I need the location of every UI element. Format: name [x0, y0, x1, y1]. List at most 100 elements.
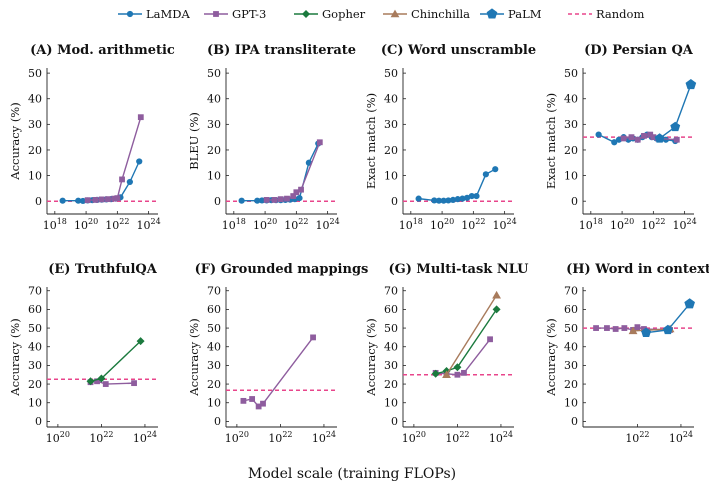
series-gpt-3	[263, 139, 323, 203]
series-gpt-3	[432, 336, 493, 378]
legend-item-gopher: Gopher	[294, 7, 366, 21]
data-point	[650, 134, 657, 141]
y-tick-label: 0	[391, 195, 398, 208]
data-point	[119, 176, 125, 183]
data-point	[634, 324, 641, 331]
data-point	[310, 334, 316, 341]
data-point	[662, 324, 673, 335]
y-tick-label: 40	[564, 341, 578, 354]
x-tick-label: 1022	[268, 430, 292, 445]
x-tick-label: 1024	[133, 430, 157, 445]
data-point	[453, 363, 462, 372]
series-palm	[654, 79, 697, 143]
y-tick-label: 60	[28, 303, 42, 316]
y-tick-label: 10	[207, 169, 221, 182]
x-tick-label: 1024	[669, 430, 693, 445]
data-point	[435, 197, 443, 204]
legend-label: Gopher	[322, 7, 366, 21]
series-lamda	[238, 140, 322, 204]
y-tick-label: 20	[207, 378, 221, 391]
data-point	[126, 178, 133, 186]
legend-item-lamda: LaMDA	[118, 7, 190, 21]
data-point	[440, 197, 447, 204]
data-point	[454, 196, 461, 203]
series-chinchilla	[442, 290, 501, 379]
x-tick-label: 1022	[105, 217, 129, 232]
data-point	[431, 197, 438, 204]
data-point	[492, 305, 501, 314]
panel-h: (H) Word in context 0 10 20 30 40 50 60 70 1022 10…	[544, 262, 709, 445]
y-tick-label: 60	[384, 303, 398, 316]
legend-item-chinchilla: Chinchilla	[383, 7, 470, 21]
panel-title: (F) Grounded mappings	[195, 262, 369, 277]
y-tick-label: 10	[564, 397, 578, 410]
panel-title: (G) Multi-task NLU	[389, 262, 530, 277]
data-point	[293, 189, 300, 196]
y-tick-label: 50	[28, 67, 42, 80]
x-tick-label: 1022	[641, 217, 665, 232]
data-point	[290, 193, 297, 199]
y-axis-label: Accuracy (%)	[364, 318, 378, 396]
y-tick-label: 50	[207, 67, 221, 80]
data-point	[59, 197, 66, 204]
y-tick-label: 50	[207, 322, 221, 335]
y-tick-label: 0	[214, 415, 221, 428]
x-tick-label: 1018	[43, 217, 67, 232]
legend-marker	[390, 9, 400, 18]
y-tick-label: 50	[384, 322, 398, 335]
series-gopher	[86, 337, 145, 386]
legend-label: Random	[596, 7, 644, 21]
data-point	[114, 195, 121, 202]
x-tick-label: 1020	[253, 217, 277, 232]
data-point	[595, 131, 602, 138]
data-point	[654, 133, 665, 143]
y-tick-label: 0	[214, 195, 221, 208]
y-tick-label: 0	[35, 195, 42, 208]
legend-item-gpt-3: GPT-3	[204, 7, 266, 21]
data-point	[445, 197, 452, 204]
data-point	[284, 195, 290, 202]
data-point	[316, 139, 323, 146]
legend-label: PaLM	[508, 7, 542, 21]
x-tick-label: 1020	[225, 430, 249, 445]
legend: LaMDA GPT-3 Gopher Chinchilla PaLM Random	[118, 7, 644, 21]
data-point	[670, 121, 681, 132]
y-tick-label: 50	[384, 67, 398, 80]
panel-title: (D) Persian QA	[584, 43, 694, 58]
y-tick-label: 50	[564, 67, 578, 80]
x-tick-label: 1020	[402, 430, 426, 445]
y-tick-label: 20	[564, 144, 578, 157]
y-axis-label: Accuracy (%)	[8, 318, 22, 396]
series-line	[87, 116, 142, 201]
data-point	[593, 325, 599, 331]
y-axis-label: Exact match (%)	[544, 93, 558, 189]
y-tick-label: 40	[28, 341, 42, 354]
x-tick-label: 1024	[489, 430, 513, 445]
data-point	[277, 196, 284, 203]
y-tick-label: 10	[564, 169, 578, 182]
data-point	[254, 197, 261, 204]
x-tick-label: 1022	[461, 217, 485, 232]
data-point	[136, 337, 145, 346]
y-tick-label: 50	[564, 322, 578, 335]
legend-label: GPT-3	[232, 7, 266, 21]
data-point	[442, 370, 451, 379]
series-palm	[641, 298, 695, 337]
legend-marker	[213, 11, 219, 17]
x-axis-label: Model scale (training FLOPs)	[248, 466, 456, 482]
y-axis-label: Accuracy (%)	[8, 102, 22, 180]
data-point	[634, 136, 641, 143]
series-line	[241, 143, 319, 202]
series-lamda	[415, 166, 499, 204]
data-point	[641, 327, 652, 337]
x-tick-label: 1024	[312, 430, 336, 445]
data-point	[258, 197, 266, 204]
data-point	[260, 400, 266, 407]
data-point	[92, 197, 99, 203]
y-tick-label: 30	[564, 359, 578, 372]
y-tick-label: 50	[28, 322, 42, 335]
